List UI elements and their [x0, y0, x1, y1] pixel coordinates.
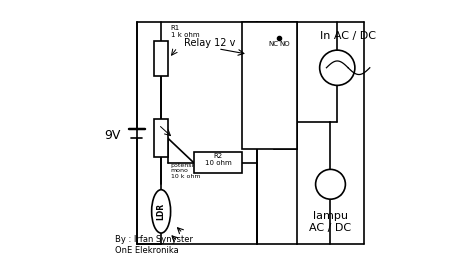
Bar: [242, 22, 297, 149]
Text: In AC / DC: In AC / DC: [320, 31, 376, 41]
Text: potensio
mono
10 k ohm: potensio mono 10 k ohm: [171, 163, 200, 179]
Text: lampu
AC / DC: lampu AC / DC: [310, 211, 352, 233]
Text: R1
1 k ohm: R1 1 k ohm: [171, 25, 199, 38]
Text: LDR: LDR: [156, 203, 165, 220]
Circle shape: [316, 169, 346, 199]
Text: 9V: 9V: [104, 129, 120, 142]
Circle shape: [319, 50, 355, 85]
Text: NO: NO: [279, 41, 290, 47]
Text: R2
10 ohm: R2 10 ohm: [205, 153, 231, 166]
Text: Relay 12 v: Relay 12 v: [184, 38, 236, 48]
Ellipse shape: [152, 190, 171, 233]
Bar: [155, 119, 168, 157]
Text: By : Irfan Synyster
OnE Elekronika: By : Irfan Synyster OnE Elekronika: [115, 235, 193, 255]
Bar: [194, 152, 242, 173]
Bar: [155, 41, 168, 76]
Text: NC: NC: [269, 41, 279, 47]
